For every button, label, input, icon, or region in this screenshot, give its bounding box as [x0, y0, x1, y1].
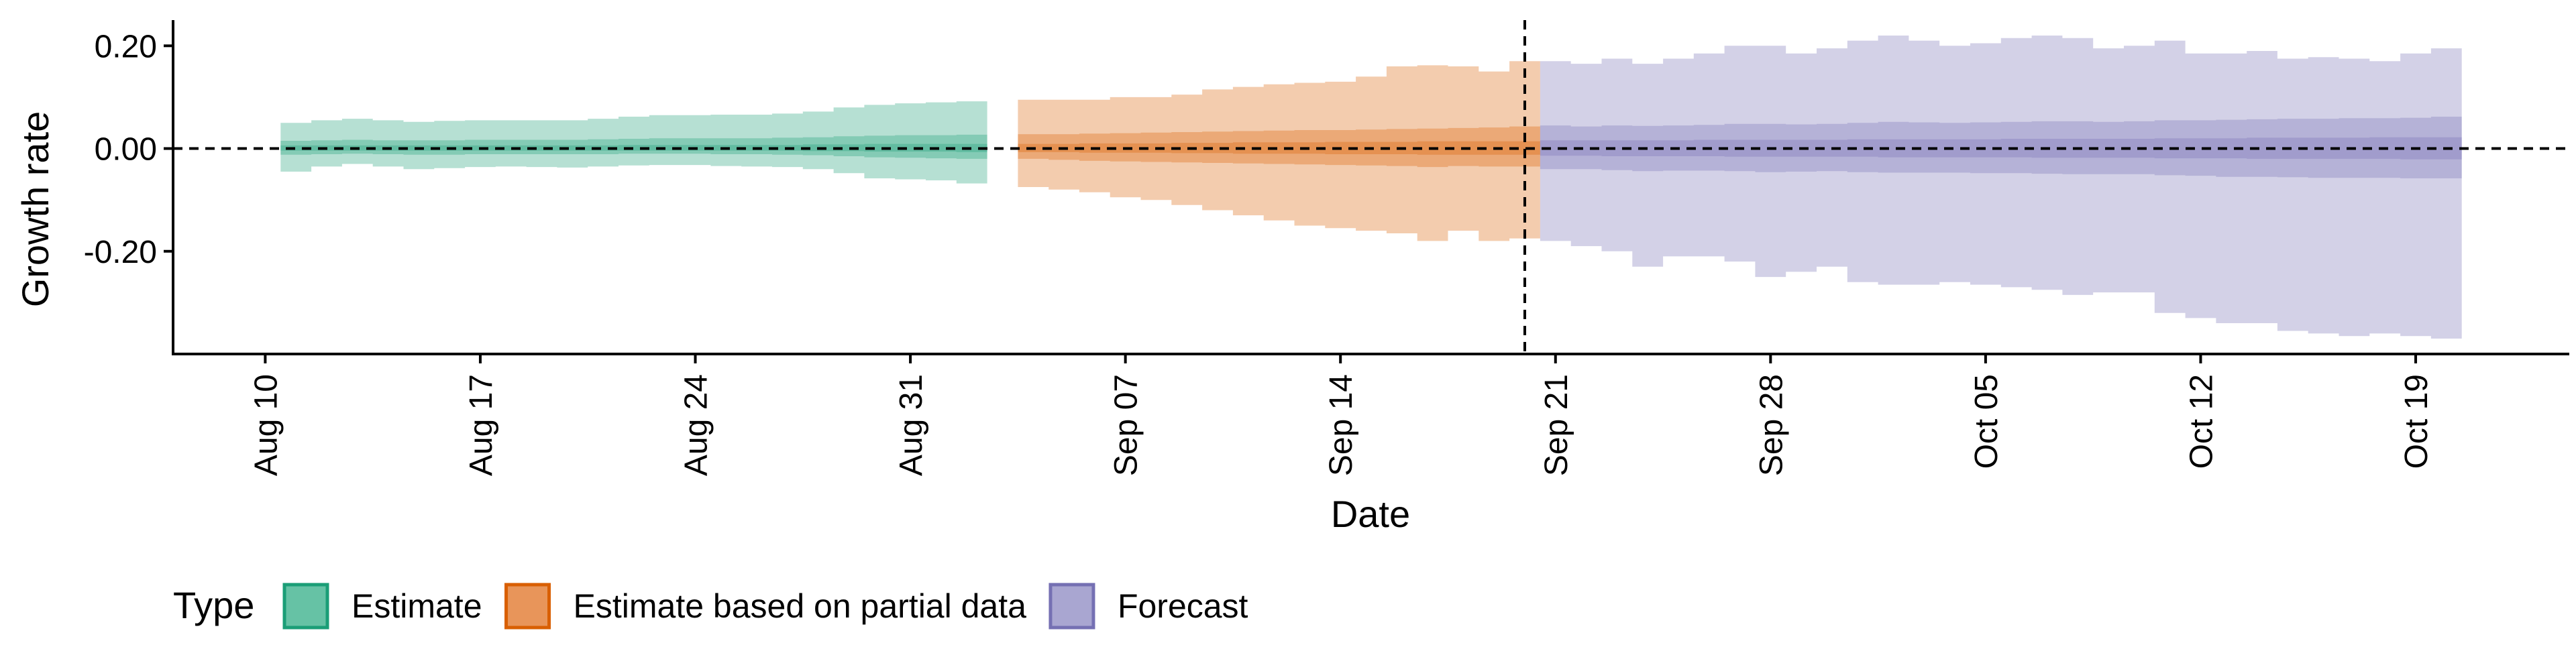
- y-tick-label: 0.00: [95, 132, 157, 168]
- x-tick-label: Sep 07: [1109, 374, 1144, 476]
- series-forecast: [1540, 36, 2462, 339]
- legend-key-forecast: [1049, 583, 1095, 630]
- x-tick-label: Aug 17: [464, 374, 499, 476]
- legend-item-estimate: Estimate: [282, 583, 482, 630]
- legend: Type Estimate Estimate based on partial da…: [173, 583, 1248, 630]
- band-estimate-based-on-partial-data-20pct: [1018, 141, 1540, 155]
- band-estimate-20pct: [280, 143, 987, 152]
- x-tick-label: Sep 28: [1754, 374, 1789, 476]
- y-axis-title: Growth rate: [14, 111, 56, 308]
- reference-lines: [173, 20, 2569, 354]
- legend-key-estimate: [282, 583, 329, 630]
- band-estimate-50pct: [280, 134, 987, 159]
- axes: 0.20 0.00 -0.20 Aug 10 Aug 17 Aug 24 Aug 31 Sep…: [84, 20, 2569, 476]
- legend-label-estimate-based-on-partial-data: Estimate based on partial data: [574, 587, 1027, 625]
- band-forecast-90pct: [1540, 36, 2462, 339]
- band-estimate-based-on-partial-data-90pct: [1018, 61, 1540, 241]
- x-tick-label: Oct 12: [2184, 374, 2220, 469]
- legend-key-estimate-based-on-partial-data: [504, 583, 551, 630]
- x-tick-label: Aug 31: [894, 374, 929, 476]
- band-estimate-90pct: [280, 101, 987, 184]
- legend-item-estimate-based-on-partial-data: Estimate based on partial data: [504, 583, 1027, 630]
- legend-title: Type: [173, 584, 254, 626]
- x-tick-label: Sep 14: [1324, 374, 1359, 476]
- bands-layer: [280, 36, 2462, 339]
- band-estimate-based-on-partial-data-50pct: [1018, 126, 1540, 168]
- legend-label-estimate: Estimate: [352, 587, 482, 625]
- x-tick-label: Aug 24: [679, 374, 714, 476]
- series-estimate: [280, 101, 987, 184]
- x-tick-label: Oct 05: [1969, 374, 2004, 469]
- x-axis-title: Date: [1331, 493, 1410, 535]
- x-tick-label: Sep 21: [1539, 374, 1574, 476]
- x-tick-label: Oct 19: [2399, 374, 2434, 469]
- y-tick-label: -0.20: [84, 235, 157, 270]
- x-tick-label: Aug 10: [248, 374, 284, 476]
- y-tick-label: 0.20: [95, 29, 157, 64]
- legend-item-forecast: Forecast: [1049, 583, 1248, 630]
- legend-label-forecast: Forecast: [1118, 587, 1248, 625]
- series-estimate-based-on-partial-data: [1018, 61, 1540, 241]
